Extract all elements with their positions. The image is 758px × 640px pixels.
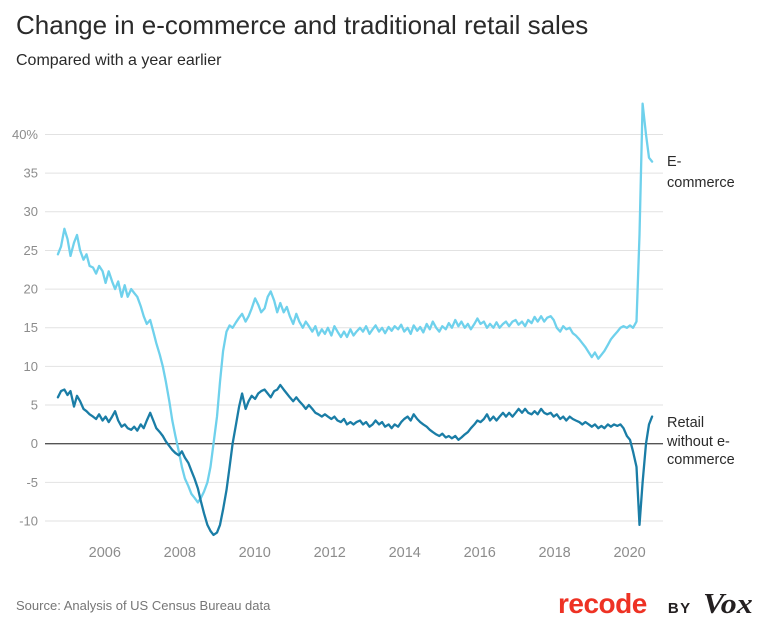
svg-text:-10: -10 — [19, 514, 38, 529]
svg-text:5: 5 — [31, 398, 38, 413]
svg-text:2008: 2008 — [164, 545, 196, 561]
svg-text:commerce: commerce — [667, 452, 735, 468]
svg-text:10: 10 — [24, 359, 38, 374]
svg-text:25: 25 — [24, 243, 38, 258]
svg-text:2018: 2018 — [538, 545, 570, 561]
svg-text:40%: 40% — [12, 127, 38, 142]
svg-text:20: 20 — [24, 282, 38, 297]
svg-text:0: 0 — [31, 436, 38, 451]
svg-text:2016: 2016 — [464, 545, 496, 561]
svg-text:15: 15 — [24, 320, 38, 335]
svg-text:2020: 2020 — [613, 545, 645, 561]
svg-text:30: 30 — [24, 204, 38, 219]
svg-text:35: 35 — [24, 166, 38, 181]
svg-text:2012: 2012 — [314, 545, 346, 561]
svg-text:2014: 2014 — [389, 545, 421, 561]
svg-text:2006: 2006 — [89, 545, 121, 561]
svg-text:Retail: Retail — [667, 415, 704, 431]
svg-text:E-: E- — [667, 154, 682, 170]
svg-text:commerce: commerce — [667, 175, 735, 191]
svg-text:without e-: without e- — [666, 434, 730, 450]
svg-text:-5: -5 — [26, 475, 38, 490]
svg-text:2010: 2010 — [239, 545, 271, 561]
